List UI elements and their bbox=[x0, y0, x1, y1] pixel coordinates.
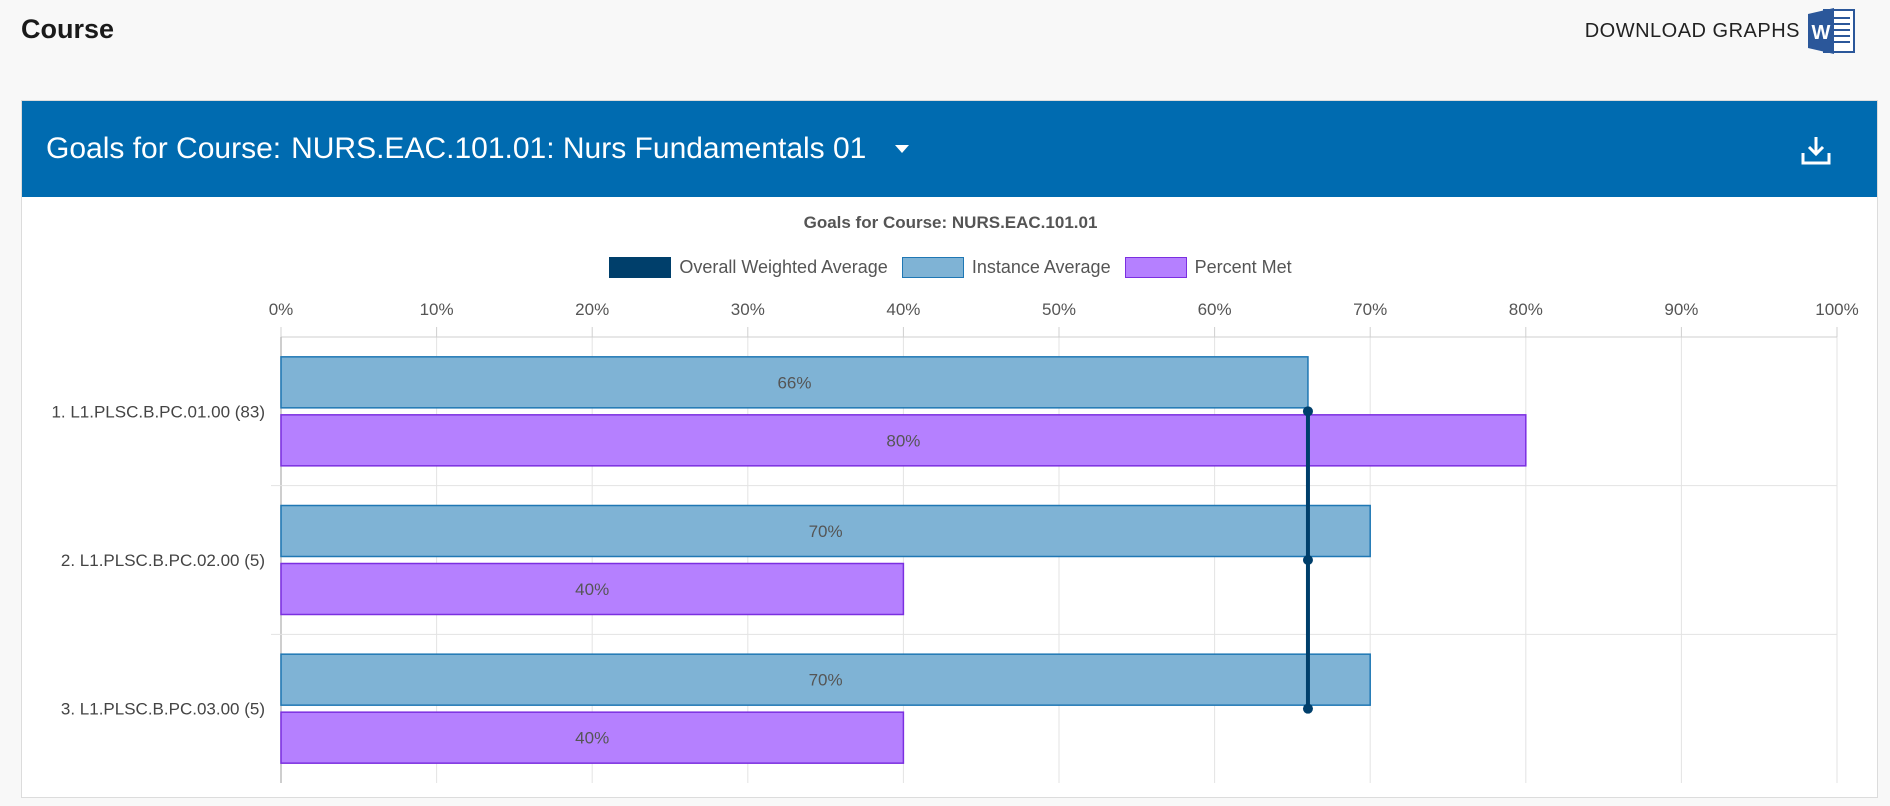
course-name: NURS.EAC.101.01: Nurs Fundamentals 01 bbox=[291, 132, 867, 165]
legend-swatch-instance-average bbox=[901, 257, 964, 278]
legend-swatch-percent-met bbox=[1124, 257, 1187, 278]
x-tick-label: 100% bbox=[1815, 300, 1858, 319]
weighted-average-point[interactable] bbox=[1302, 406, 1313, 417]
download-graphs-button[interactable]: DOWNLOAD GRAPHS W bbox=[1585, 6, 1858, 56]
bar-percent-met[interactable] bbox=[280, 562, 905, 616]
x-tick-label: 0% bbox=[269, 300, 294, 319]
bar-instance-average[interactable] bbox=[280, 356, 1309, 409]
bar-label-percent-met: 40% bbox=[575, 580, 609, 599]
category-label: 2. L1.PLSC.B.PC.02.00 (5) bbox=[61, 551, 265, 570]
svg-text:W: W bbox=[1812, 22, 1831, 44]
bar-label-percent-met: 80% bbox=[886, 431, 920, 450]
panel-title-prefix: Goals for Course: bbox=[46, 132, 282, 165]
legend-label-instance-average: Instance Average bbox=[971, 257, 1111, 277]
download-graphs-label: DOWNLOAD GRAPHS bbox=[1584, 19, 1800, 42]
bar-label-instance-average: 70% bbox=[809, 671, 843, 690]
goals-chart: 0% 10% 20% 30% 40% 50% 60% 70% 80% 90% 100% 1. L1.P… bbox=[22, 197, 1879, 799]
bar-label-percent-met: 40% bbox=[575, 729, 609, 748]
x-tick-label: 60% bbox=[1198, 300, 1232, 319]
category-label: 3. L1.PLSC.B.PC.03.00 (5) bbox=[61, 700, 265, 719]
legend-swatch-weighted-average bbox=[609, 257, 672, 278]
page-title: Course bbox=[21, 14, 115, 44]
legend-label-percent-met: Percent Met bbox=[1194, 257, 1292, 277]
legend-item-percent-met[interactable]: Percent Met bbox=[1124, 257, 1292, 278]
category-label: 1. L1.PLSC.B.PC.01.00 (83) bbox=[51, 402, 265, 421]
goals-panel: Goals for Course: NURS.EAC.101.01: Nurs F… bbox=[21, 100, 1878, 798]
x-tick-label: 40% bbox=[886, 300, 920, 319]
panel-header: Goals for Course: NURS.EAC.101.01: Nurs F… bbox=[22, 101, 1877, 197]
weighted-average-point[interactable] bbox=[1302, 555, 1313, 565]
bar-label-instance-average: 70% bbox=[809, 522, 843, 541]
legend-label-weighted-average: Overall Weighted Average bbox=[679, 257, 888, 277]
caret-down-icon bbox=[895, 145, 910, 153]
chart-title: Goals for Course: NURS.EAC.101.01 bbox=[803, 213, 1098, 232]
x-tick-label: 90% bbox=[1664, 300, 1698, 319]
x-tick-label: 30% bbox=[731, 300, 765, 319]
chart-canvas: 0% 10% 20% 30% 40% 50% 60% 70% 80% 90% 100% 1. L1.P… bbox=[51, 300, 1859, 783]
word-doc-icon: W bbox=[1808, 8, 1855, 54]
bar-percent-met[interactable] bbox=[280, 711, 905, 764]
bar-instance-average[interactable] bbox=[280, 653, 1371, 706]
weighted-average-point[interactable] bbox=[1302, 703, 1313, 714]
bar-instance-average[interactable] bbox=[280, 504, 1371, 558]
legend-item-weighted-average[interactable]: Overall Weighted Average bbox=[609, 257, 888, 278]
bar-percent-met[interactable] bbox=[280, 414, 1527, 467]
x-tick-label: 10% bbox=[420, 300, 454, 319]
chart-legend: Overall Weighted Average Instance Averag… bbox=[22, 257, 1879, 278]
bar-label-instance-average: 66% bbox=[777, 373, 811, 392]
x-tick-label: 80% bbox=[1509, 300, 1543, 319]
x-tick-label: 20% bbox=[575, 300, 609, 319]
x-tick-label: 70% bbox=[1353, 300, 1387, 319]
download-tray-icon[interactable] bbox=[1799, 133, 1833, 167]
x-tick-label: 50% bbox=[1042, 300, 1076, 319]
course-dropdown-toggle[interactable] bbox=[890, 137, 914, 161]
panel-title: Goals for Course: NURS.EAC.101.01: Nurs F… bbox=[46, 132, 866, 166]
legend-item-instance-average[interactable]: Instance Average bbox=[901, 257, 1111, 278]
